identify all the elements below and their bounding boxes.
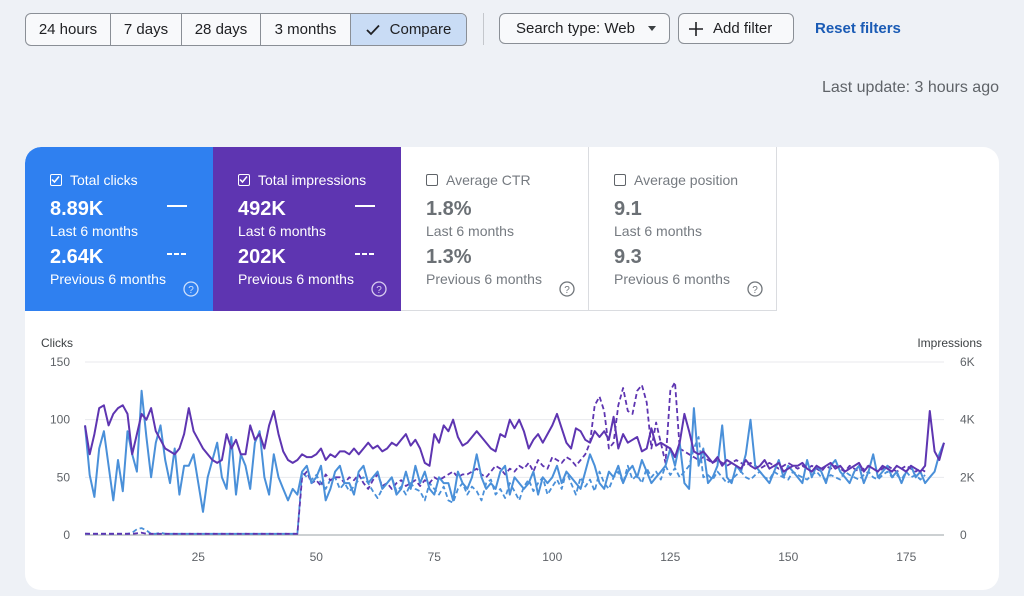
- y2-tick-label: 0: [960, 528, 967, 542]
- series-line-impressions: [84, 404, 945, 473]
- search-type-label: Search type: Web: [516, 20, 635, 37]
- metric-tile-average-ctr[interactable]: Average CTR 1.8% Last 6 months 1.3% Prev…: [401, 147, 589, 311]
- search-type-dropdown[interactable]: Search type: Web: [499, 13, 670, 44]
- x-tick-label: 125: [660, 550, 680, 564]
- metric-title: Average CTR: [446, 172, 531, 188]
- metric-previous-value: 1.3%: [426, 246, 472, 268]
- check-icon: [366, 24, 380, 35]
- dashed-line-legend-icon: [167, 253, 187, 255]
- y2-tick-label: 4K: [960, 413, 975, 427]
- metric-period: Last 6 months: [614, 223, 702, 239]
- compare-button[interactable]: Compare: [351, 14, 466, 45]
- metric-tile-total-impressions[interactable]: Total impressions 492K Last 6 months 202…: [213, 147, 401, 311]
- metric-previous-value: 2.64K: [50, 246, 104, 268]
- metric-tile-average-position[interactable]: Average position 9.1 Last 6 months 9.3 P…: [589, 147, 777, 311]
- y-tick-label: 50: [57, 470, 71, 484]
- range-7-days-button[interactable]: 7 days: [111, 14, 182, 45]
- plus-icon: [689, 21, 703, 36]
- x-tick-label: 75: [428, 550, 442, 564]
- date-range-selector: 24 hours 7 days 28 days 3 months Compare: [25, 13, 467, 46]
- x-tick-label: 175: [896, 550, 916, 564]
- solid-line-legend-icon: [167, 205, 187, 207]
- metric-value: 492K: [238, 198, 286, 220]
- svg-text:?: ?: [752, 285, 758, 296]
- range-24-hours-button[interactable]: 24 hours: [26, 14, 111, 45]
- reset-filters-link[interactable]: Reset filters: [815, 20, 901, 37]
- metric-period: Last 6 months: [426, 223, 514, 239]
- help-icon[interactable]: ?: [371, 281, 387, 297]
- x-tick-label: 25: [192, 550, 206, 564]
- metric-previous-value: 9.3: [614, 246, 642, 268]
- checkbox-unchecked-icon[interactable]: [614, 174, 626, 186]
- range-3-months-button[interactable]: 3 months: [261, 14, 351, 45]
- x-tick-label: 100: [542, 550, 562, 564]
- checkbox-checked-icon[interactable]: [238, 174, 250, 186]
- toolbar-divider: [483, 13, 484, 45]
- metric-period: Last 6 months: [238, 223, 326, 239]
- metric-previous-period: Previous 6 months: [614, 271, 730, 287]
- solid-line-legend-icon: [355, 205, 375, 207]
- help-icon[interactable]: ?: [559, 281, 575, 297]
- metric-previous-period: Previous 6 months: [238, 271, 354, 287]
- metric-title: Average position: [634, 172, 739, 188]
- metric-title: Total clicks: [70, 172, 138, 188]
- y2-axis-title: Impressions: [917, 336, 982, 350]
- add-filter-label: Add filter: [713, 20, 773, 37]
- y-tick-label: 100: [50, 413, 70, 427]
- range-28-days-button[interactable]: 28 days: [182, 14, 261, 45]
- svg-text:?: ?: [376, 285, 382, 296]
- y-tick-label: 0: [63, 528, 70, 542]
- metric-title: Total impressions: [258, 172, 367, 188]
- series-line-clicks-previous: [85, 436, 926, 535]
- help-icon[interactable]: ?: [747, 281, 763, 297]
- performance-card: Total clicks 8.89K Last 6 months 2.64K P…: [25, 147, 999, 590]
- metric-period: Last 6 months: [50, 223, 138, 239]
- x-tick-label: 150: [778, 550, 798, 564]
- last-update-text: Last update: 3 hours ago: [821, 79, 999, 96]
- metric-value: 1.8%: [426, 198, 472, 220]
- series-line-clicks: [84, 389, 945, 513]
- metric-value: 9.1: [614, 198, 642, 220]
- metric-tile-total-clicks[interactable]: Total clicks 8.89K Last 6 months 2.64K P…: [25, 147, 213, 311]
- checkbox-checked-icon[interactable]: [50, 174, 62, 186]
- series-line-impressions-previous: [84, 381, 926, 535]
- checkbox-unchecked-icon[interactable]: [426, 174, 438, 186]
- y2-tick-label: 6K: [960, 355, 975, 369]
- add-filter-button[interactable]: Add filter: [678, 13, 794, 44]
- compare-label: Compare: [389, 21, 452, 38]
- svg-text:?: ?: [188, 285, 194, 296]
- metric-previous-period: Previous 6 months: [426, 271, 542, 287]
- y2-tick-label: 2K: [960, 470, 975, 484]
- svg-text:?: ?: [564, 285, 570, 296]
- performance-chart[interactable]: Clicks Impressions 0 50 100 150 0 2K 4K 6K 25 50 75 1…: [25, 332, 999, 590]
- metric-previous-value: 202K: [238, 246, 286, 268]
- caret-down-icon: [648, 26, 656, 31]
- metric-value: 8.89K: [50, 198, 104, 220]
- help-icon[interactable]: ?: [183, 281, 199, 297]
- y-axis-title: Clicks: [41, 336, 73, 350]
- metric-previous-period: Previous 6 months: [50, 271, 166, 287]
- x-tick-label: 50: [310, 550, 324, 564]
- y-tick-label: 150: [50, 355, 70, 369]
- dashed-line-legend-icon: [355, 253, 375, 255]
